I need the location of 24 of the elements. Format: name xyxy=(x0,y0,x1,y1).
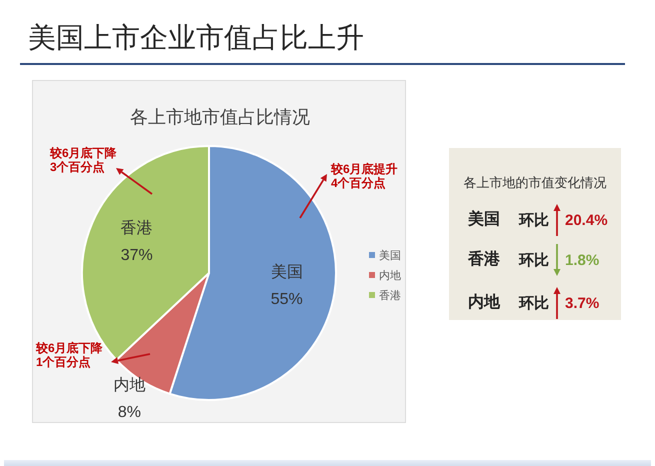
text: 美国 xyxy=(468,210,500,229)
text: 环比 xyxy=(519,211,549,230)
legend-label: 内地 xyxy=(378,268,401,284)
chart-title: 美国上市企业市值占比上升 xyxy=(28,21,364,55)
data-label: 8% xyxy=(118,404,141,421)
text: 20.4% xyxy=(565,211,608,230)
text: 香港 xyxy=(468,250,500,269)
text: 较6月底下降 1个百分点 xyxy=(36,341,103,369)
slice-label: 香港 xyxy=(120,219,153,238)
chart-subtitle: 各上市地市值占比情况 xyxy=(129,106,311,129)
data-label: 37% xyxy=(120,247,153,264)
text: 1.8% xyxy=(565,251,600,270)
text: 环比 xyxy=(519,251,549,270)
legend-label: 香港 xyxy=(378,288,401,304)
text: 3.7% xyxy=(565,294,600,313)
slice-label: 美国 xyxy=(270,262,303,281)
legend-label: 美国 xyxy=(378,248,401,264)
data-label: 55% xyxy=(270,290,303,308)
text: 较6月底提升 4个百分点 xyxy=(331,162,398,190)
text: 内地 xyxy=(468,293,500,312)
text: 环比 xyxy=(519,294,549,313)
text: 各上市地的市值变化情况 xyxy=(462,174,608,192)
text: 较6月底下降 3个百分点 xyxy=(50,146,117,174)
slice-label: 内地 xyxy=(113,376,146,394)
